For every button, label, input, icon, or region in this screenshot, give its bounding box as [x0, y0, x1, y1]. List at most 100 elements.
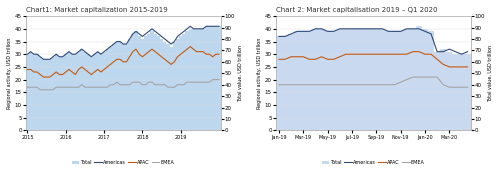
Bar: [86, 54, 90, 130]
Bar: [147, 34, 150, 130]
Bar: [392, 31, 398, 130]
Bar: [195, 29, 198, 130]
Text: Chart 2: Market capitalisation 2019 – Q1 2020: Chart 2: Market capitalisation 2019 – Q1…: [276, 7, 438, 13]
Bar: [100, 54, 102, 130]
Bar: [294, 31, 300, 130]
Bar: [318, 29, 324, 130]
Bar: [410, 29, 416, 130]
Bar: [330, 31, 336, 130]
Bar: [288, 34, 294, 130]
Bar: [134, 31, 138, 130]
Bar: [32, 54, 35, 130]
Bar: [172, 42, 176, 130]
Bar: [464, 54, 470, 130]
Bar: [93, 54, 96, 130]
Bar: [355, 29, 361, 130]
Bar: [144, 37, 147, 130]
Y-axis label: Total value, USD trillion: Total value, USD trillion: [488, 45, 493, 102]
Bar: [202, 29, 204, 130]
Bar: [404, 29, 410, 130]
Bar: [361, 29, 367, 130]
Bar: [45, 59, 48, 130]
Bar: [434, 52, 440, 130]
Y-axis label: Total value, USD trillion: Total value, USD trillion: [238, 45, 243, 102]
Bar: [188, 29, 192, 130]
Bar: [218, 26, 220, 130]
Bar: [324, 31, 330, 130]
Bar: [160, 39, 163, 130]
Bar: [204, 26, 208, 130]
Bar: [192, 29, 195, 130]
Bar: [176, 39, 179, 130]
Bar: [112, 44, 116, 130]
Bar: [58, 57, 61, 130]
Bar: [106, 49, 109, 130]
Bar: [422, 29, 428, 130]
Bar: [29, 52, 32, 130]
Bar: [336, 29, 343, 130]
Bar: [128, 39, 131, 130]
Bar: [77, 52, 80, 130]
Bar: [68, 52, 70, 130]
Bar: [208, 26, 211, 130]
Bar: [170, 47, 172, 130]
Bar: [102, 52, 106, 130]
Bar: [186, 31, 188, 130]
Bar: [122, 44, 125, 130]
Bar: [84, 52, 86, 130]
Bar: [141, 39, 144, 130]
Bar: [64, 54, 68, 130]
Bar: [343, 29, 349, 130]
Bar: [214, 26, 218, 130]
Bar: [386, 31, 392, 130]
Bar: [61, 57, 64, 130]
Bar: [116, 42, 118, 130]
Bar: [182, 34, 186, 130]
Bar: [131, 34, 134, 130]
Bar: [380, 29, 386, 130]
Bar: [38, 57, 42, 130]
Bar: [398, 31, 404, 130]
Bar: [52, 57, 54, 130]
Y-axis label: Regional activity, USD trillion: Regional activity, USD trillion: [7, 38, 12, 109]
Bar: [54, 54, 58, 130]
Bar: [90, 57, 93, 130]
Bar: [118, 42, 122, 130]
Bar: [157, 37, 160, 130]
Bar: [109, 47, 112, 130]
Bar: [282, 37, 288, 130]
Bar: [300, 31, 306, 130]
Bar: [74, 54, 77, 130]
Bar: [276, 37, 282, 130]
Bar: [458, 54, 464, 130]
Bar: [48, 59, 51, 130]
Bar: [198, 29, 202, 130]
Bar: [440, 49, 446, 130]
Text: Chart1: Market capitalization 2015-2019: Chart1: Market capitalization 2015-2019: [26, 7, 168, 13]
Bar: [166, 44, 170, 130]
Bar: [312, 29, 318, 130]
Bar: [138, 37, 141, 130]
Bar: [349, 29, 355, 130]
Bar: [150, 31, 154, 130]
Legend: Total, Americas, APAC, EMEA: Total, Americas, APAC, EMEA: [70, 158, 177, 167]
Bar: [163, 42, 166, 130]
Bar: [306, 31, 312, 130]
Bar: [373, 29, 380, 130]
Bar: [416, 26, 422, 130]
Bar: [179, 37, 182, 130]
Bar: [211, 26, 214, 130]
Y-axis label: Regional activity, USD trillion: Regional activity, USD trillion: [257, 38, 262, 109]
Bar: [367, 29, 374, 130]
Bar: [70, 54, 74, 130]
Bar: [96, 52, 100, 130]
Bar: [452, 54, 458, 130]
Bar: [36, 54, 38, 130]
Legend: Total, Americas, APAC, EMEA: Total, Americas, APAC, EMEA: [320, 158, 427, 167]
Bar: [80, 49, 84, 130]
Bar: [446, 52, 452, 130]
Bar: [26, 54, 29, 130]
Bar: [42, 59, 45, 130]
Bar: [154, 34, 157, 130]
Bar: [125, 44, 128, 130]
